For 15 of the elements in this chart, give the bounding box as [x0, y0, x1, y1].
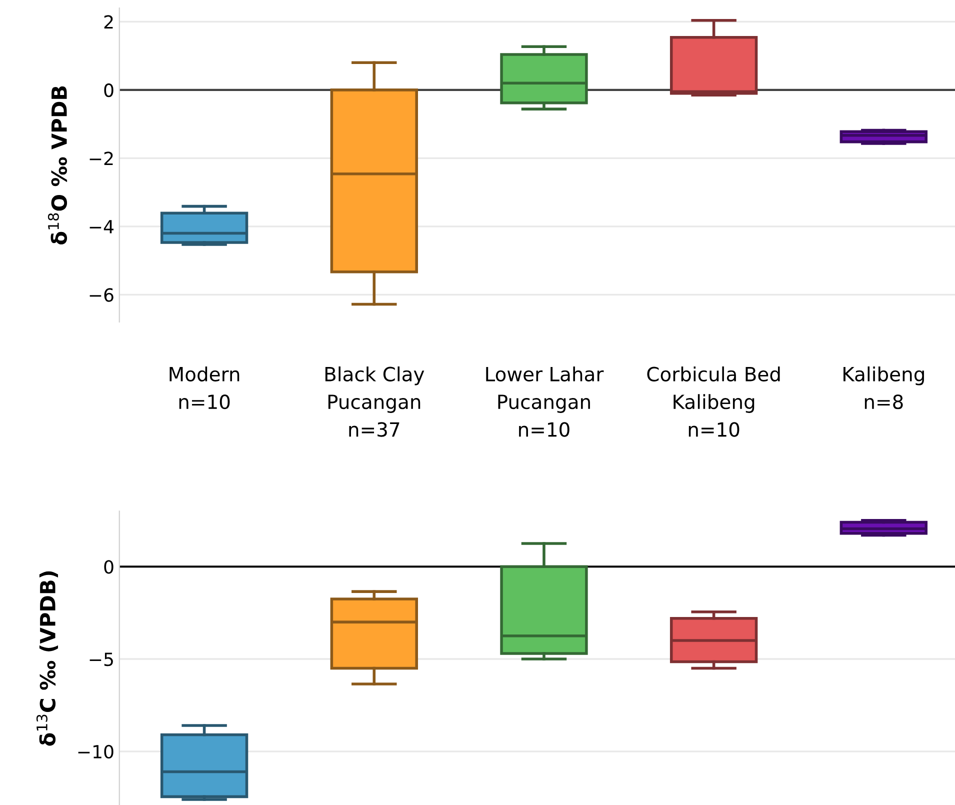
y-tick-label: 0 [104, 560, 114, 574]
y-tick-label: −10 [78, 744, 114, 759]
x-tick-label: Modern n=10 [170, 366, 240, 410]
x-tick-label: Black Clay Pucangan n=37 [325, 366, 424, 437]
y-tick-label: 2 [104, 15, 113, 29]
x-tick-label: Kalibeng n=8 [844, 366, 924, 410]
y-axis-title: δ$^{13}$C ‰ (VPDB) [36, 571, 58, 746]
y-tick-label: −6 [90, 288, 114, 302]
x-tick-label: Lower Lahar Pucangan n=10 [486, 366, 604, 437]
y-tick-label: 0 [104, 83, 114, 98]
x-tick-label: Corbicula Bed Kalibeng n=10 [647, 366, 780, 437]
y-tick-label: −2 [90, 152, 113, 166]
y-axis-title: δ$^{18}$O ‰ VPDB [48, 86, 68, 244]
y-tick-label: −5 [90, 652, 113, 666]
y-tick-label: −4 [90, 220, 114, 234]
